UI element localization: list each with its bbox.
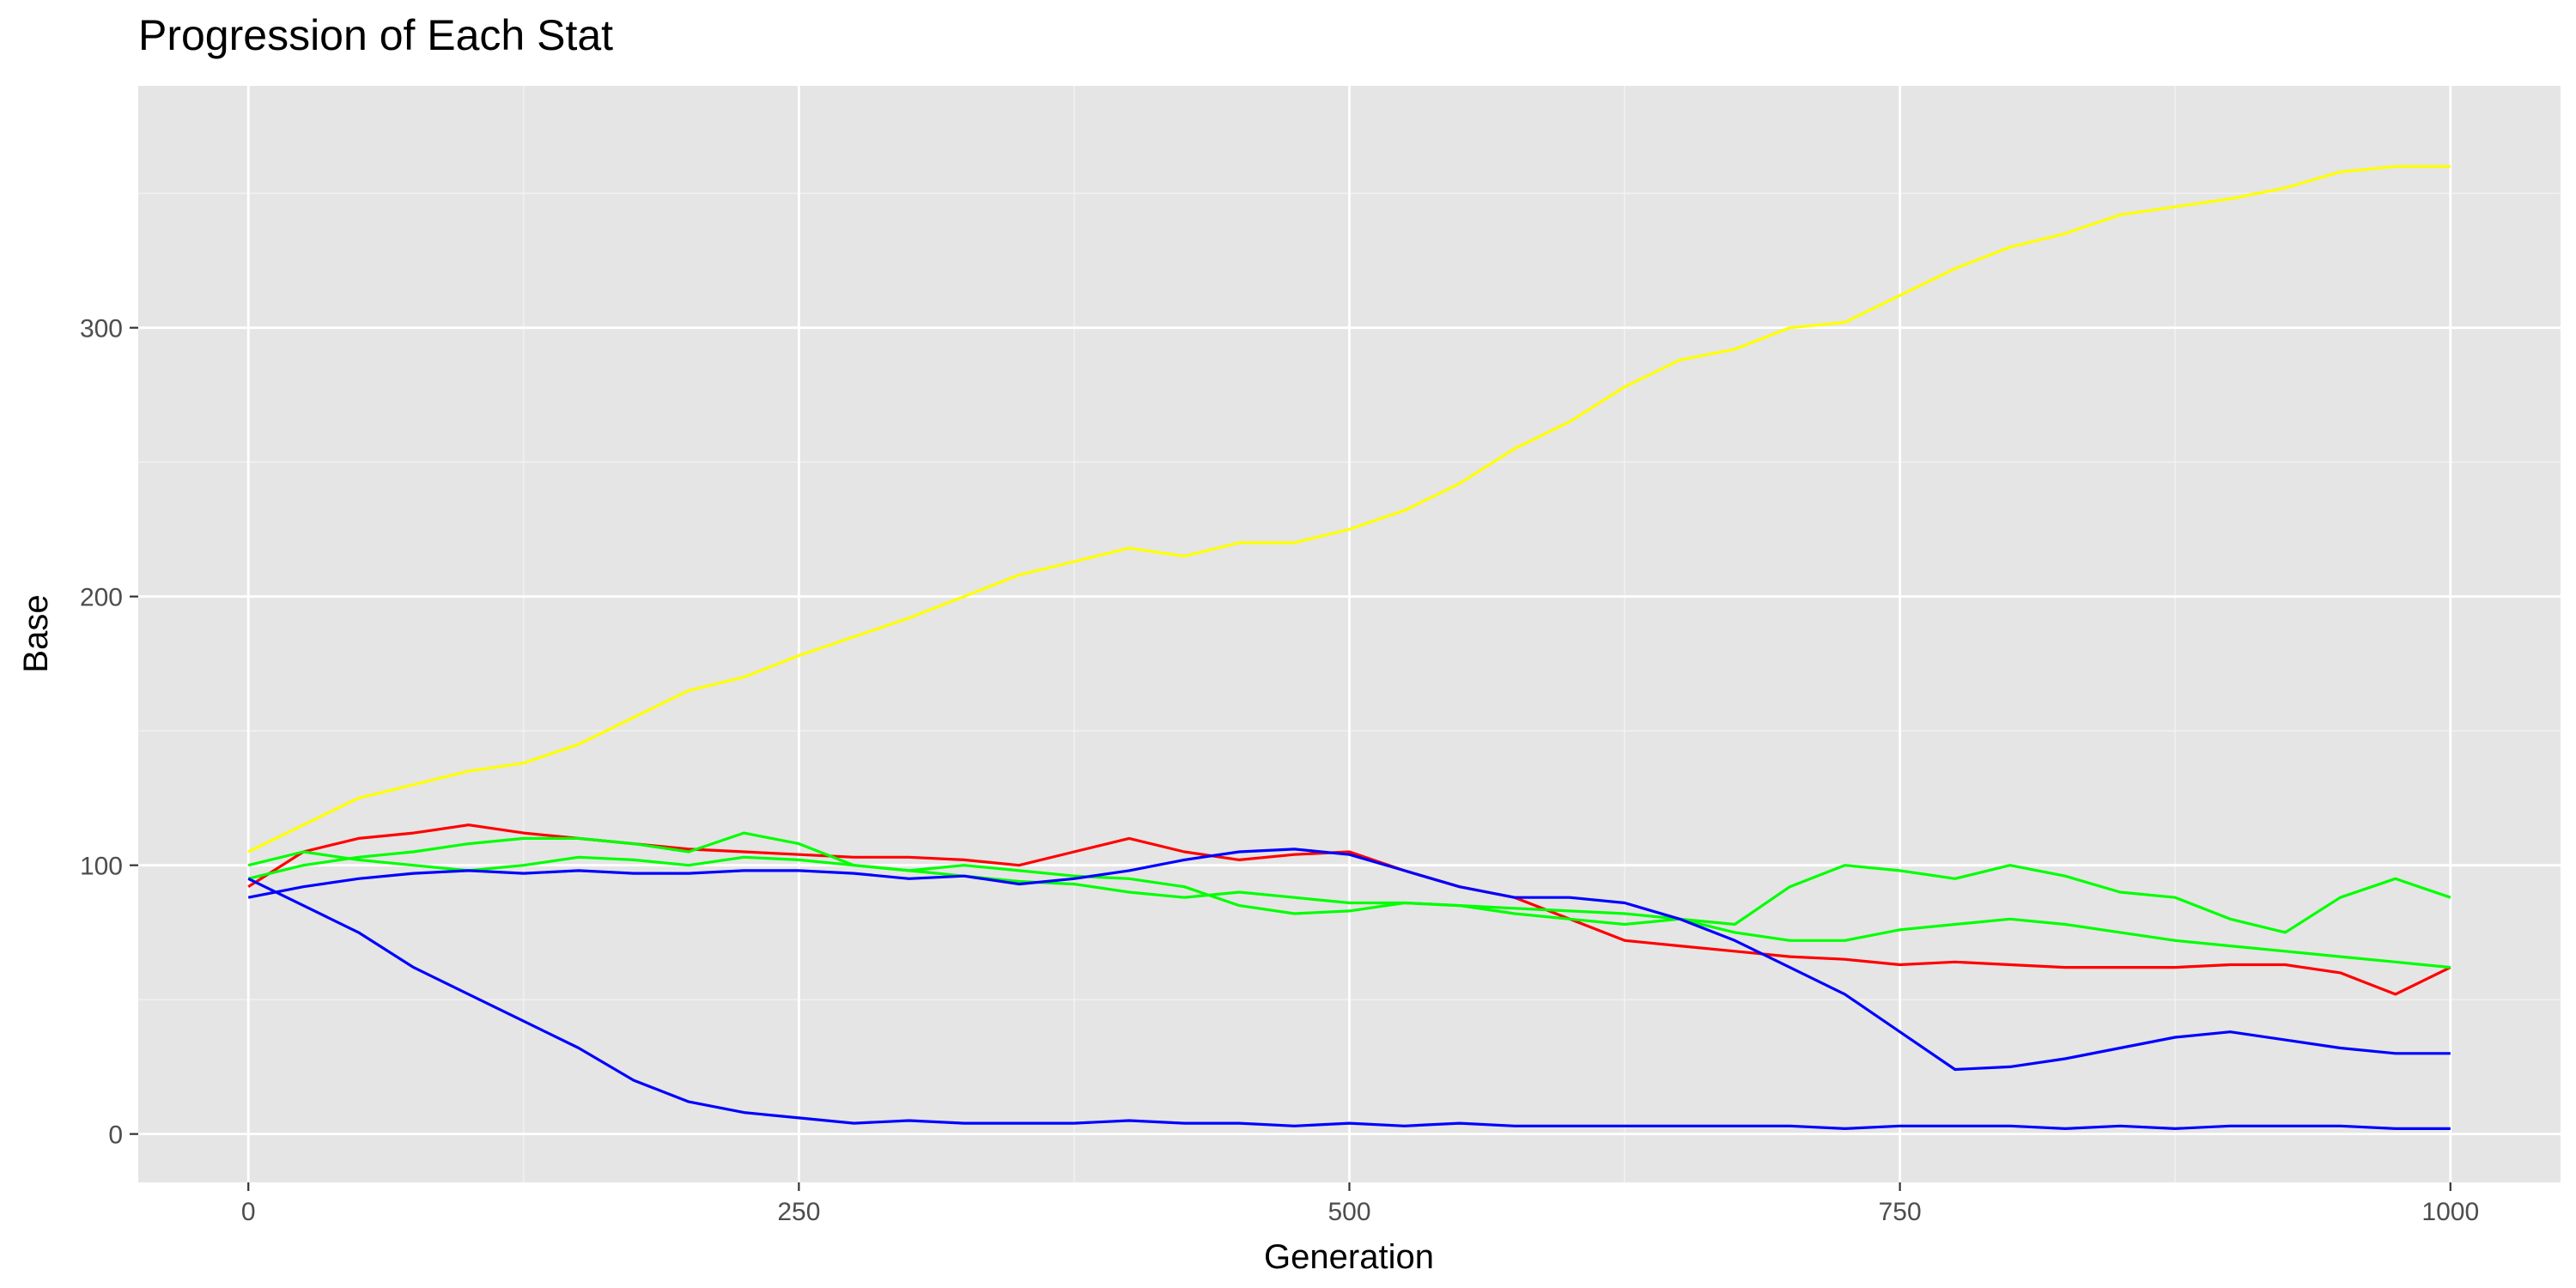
chart-title: Progression of Each Stat <box>138 11 613 59</box>
x-axis-title: Generation <box>1264 1238 1434 1276</box>
series-line-3 <box>247 831 2451 934</box>
y-tick-label: 300 <box>80 315 123 343</box>
series-line-6 <box>247 877 2451 1131</box>
series-line-5 <box>247 848 2451 1072</box>
y-axis-title: Base <box>17 594 55 672</box>
series-layer <box>247 165 2451 1131</box>
y-tick-label: 100 <box>80 853 123 881</box>
x-axis: 0 250 500 750 1000 <box>241 1182 2479 1226</box>
x-tick-label: 500 <box>1327 1198 1370 1226</box>
x-tick-label: 750 <box>1879 1198 1922 1226</box>
y-axis: 0 100 200 300 <box>80 315 138 1150</box>
y-tick-label: 200 <box>80 584 123 612</box>
x-tick-label: 0 <box>241 1198 256 1226</box>
x-tick-label: 1000 <box>2421 1198 2479 1226</box>
x-tick-label: 250 <box>777 1198 820 1226</box>
series-line-4 <box>247 850 2451 969</box>
series-line-1 <box>247 165 2451 854</box>
major-gridlines <box>138 86 2561 1182</box>
y-tick-label: 0 <box>108 1121 123 1150</box>
